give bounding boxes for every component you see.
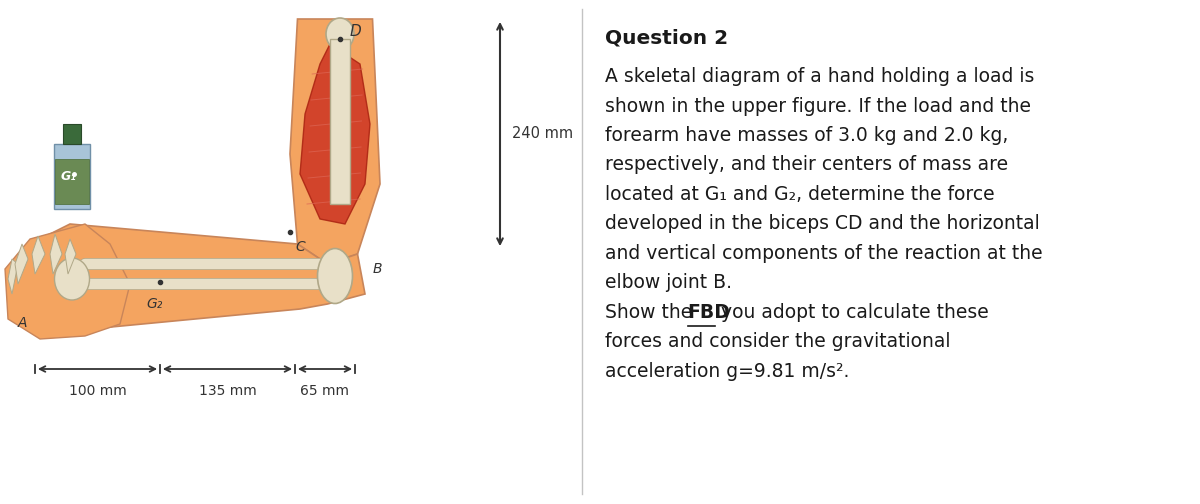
Text: developed in the biceps CD and the horizontal: developed in the biceps CD and the horiz…	[605, 215, 1039, 233]
Text: Question 2: Question 2	[605, 29, 728, 48]
Text: Show the: Show the	[605, 303, 698, 322]
Polygon shape	[8, 259, 18, 294]
Text: forearm have masses of 3.0 kg and 2.0 kg,: forearm have masses of 3.0 kg and 2.0 kg…	[605, 126, 1008, 145]
Ellipse shape	[318, 248, 353, 303]
Text: C: C	[295, 240, 305, 254]
Polygon shape	[5, 224, 130, 339]
Text: B: B	[373, 262, 383, 276]
Text: located at G₁ and G₂, determine the force: located at G₁ and G₂, determine the forc…	[605, 185, 995, 204]
Polygon shape	[50, 234, 62, 274]
Text: 100 mm: 100 mm	[68, 384, 126, 398]
Text: G₂: G₂	[146, 297, 163, 311]
Polygon shape	[290, 19, 380, 264]
Ellipse shape	[326, 18, 354, 50]
Bar	[330, 39, 350, 204]
Text: forces and consider the gravitational: forces and consider the gravitational	[605, 333, 950, 351]
Polygon shape	[32, 236, 46, 274]
Text: G₁: G₁	[60, 170, 76, 183]
Polygon shape	[14, 244, 28, 284]
Text: you adopt to calculate these: you adopt to calculate these	[715, 303, 989, 322]
Text: 135 mm: 135 mm	[199, 384, 257, 398]
Text: 65 mm: 65 mm	[300, 384, 349, 398]
Text: respectively, and their centers of mass are: respectively, and their centers of mass …	[605, 156, 1008, 174]
Text: D: D	[350, 25, 361, 39]
Text: A skeletal diagram of a hand holding a load is: A skeletal diagram of a hand holding a l…	[605, 67, 1034, 86]
Text: and vertical components of the reaction at the: and vertical components of the reaction …	[605, 244, 1043, 263]
Text: shown in the upper figure. If the load and the: shown in the upper figure. If the load a…	[605, 96, 1031, 115]
Polygon shape	[20, 224, 365, 329]
Bar	[54, 144, 90, 209]
Text: acceleration g=9.81 m/s².: acceleration g=9.81 m/s².	[605, 362, 850, 381]
Text: A: A	[18, 316, 28, 330]
Polygon shape	[65, 239, 76, 274]
Bar	[64, 124, 82, 144]
Text: FBD: FBD	[688, 303, 731, 322]
Text: elbow joint B.: elbow joint B.	[605, 274, 732, 292]
Text: 240 mm: 240 mm	[512, 127, 574, 142]
Bar	[55, 159, 89, 204]
Ellipse shape	[54, 258, 90, 300]
Polygon shape	[300, 44, 370, 224]
